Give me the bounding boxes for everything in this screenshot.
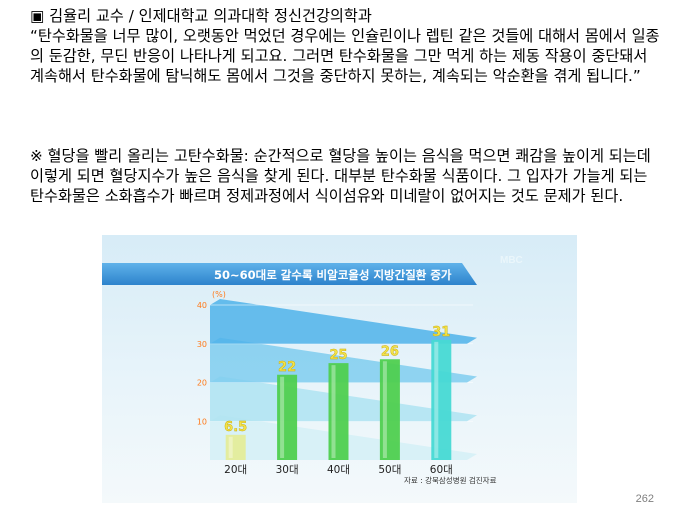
y-tick-label: 30 [197,340,207,349]
bar [431,339,452,460]
x-tick-label: 50대 [378,464,401,476]
quote-paragraph: ▣ 김율리 교수 / 인제대학교 의과대학 정신건강의학과 “탄수화물을 너무 … [30,7,660,85]
title-bar [102,263,477,285]
bar-highlight [434,341,439,458]
bar [328,363,349,460]
bar-chart: 50~60대로 갈수록 비알코올성 지방간질환 증가 MBC (%) 10 20 3… [102,255,523,485]
note-paragraph: ※ 혈당을 빨리 올리는 고탄수화물: 순간적으로 혈당을 높이는 음식을 먹으… [30,147,656,205]
y-axis-unit: (%) [212,290,226,299]
data-source: 자료 : 강북삼성병원 검진자료 [404,475,497,485]
bar [379,359,400,460]
x-tick-label: 20대 [224,464,247,476]
bar-value-label: 31 [432,325,450,340]
bar-highlight [280,376,285,458]
page-number: 262 [635,493,654,505]
bar-value-label: 26 [381,344,399,359]
chart-figure: 50~60대로 갈수록 비알코올성 지방간질환 증가 MBC (%) 10 20 3… [102,235,577,503]
bar [225,434,246,460]
bar-value-label: 22 [278,360,296,375]
x-tick-label: 30대 [276,464,299,476]
bar-value-label: 6.5 [224,420,247,435]
value-band [210,337,477,383]
y-tick-label: 40 [197,301,207,310]
bar-highlight [331,365,336,458]
chart-title: 50~60대로 갈수록 비알코올성 지방간질환 증가 [214,268,452,282]
x-tick-label: 60대 [430,464,453,476]
y-tick-label: 20 [197,379,207,388]
value-band [210,299,477,344]
x-tick-label: 40대 [327,464,350,476]
bar-highlight [382,361,387,458]
bar-highlight [228,436,233,458]
bar [277,374,298,460]
broadcaster-logo: MBC [500,255,523,266]
y-tick-label: 10 [197,417,207,426]
bar-value-label: 25 [329,348,347,363]
